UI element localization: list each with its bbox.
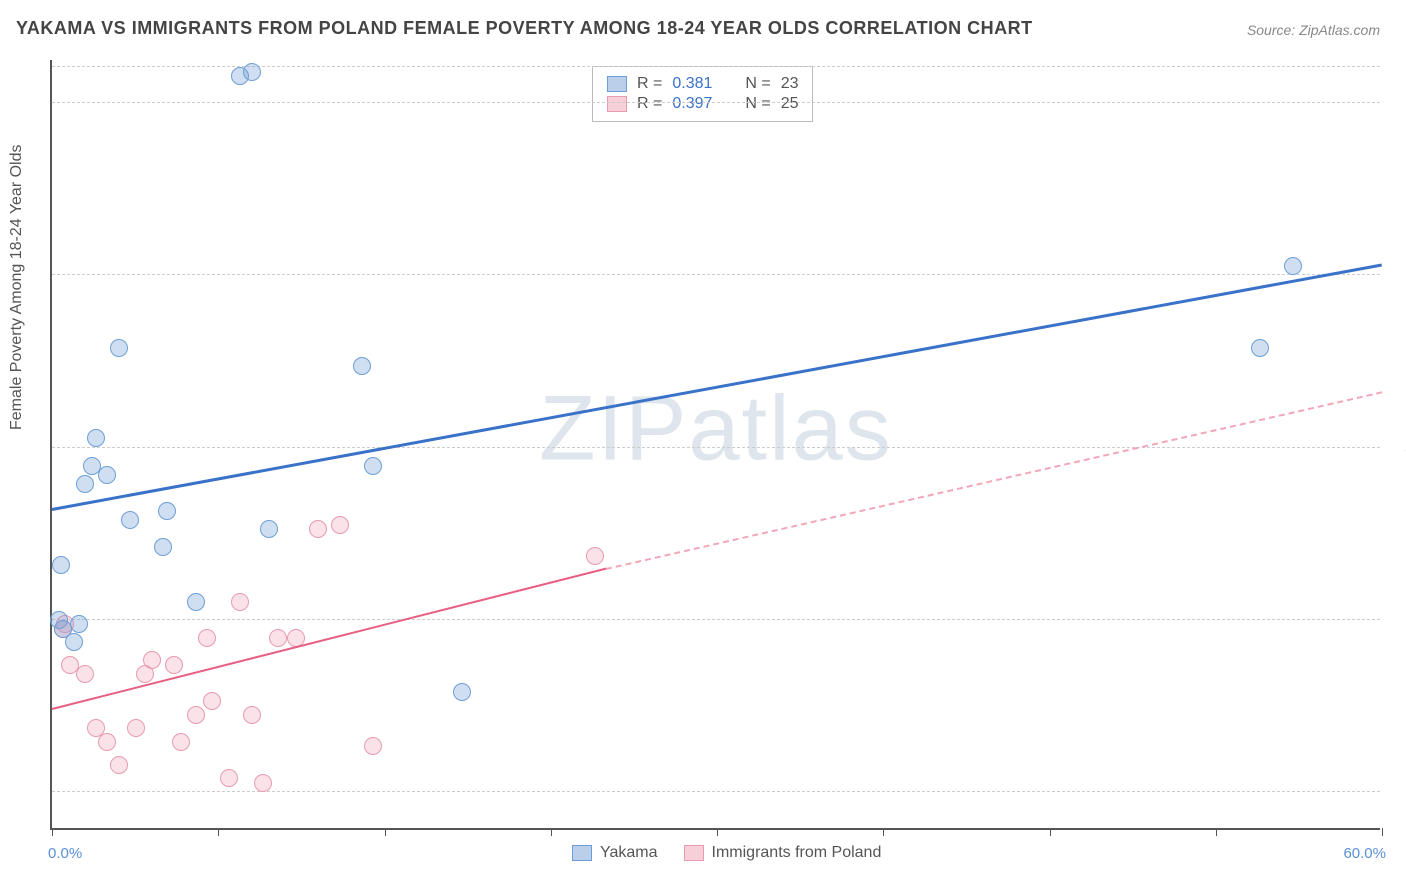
data-point-poland	[98, 733, 116, 751]
swatch-blue	[572, 845, 592, 861]
data-point-yakama	[76, 475, 94, 493]
data-point-poland	[331, 516, 349, 534]
x-tick	[551, 828, 552, 836]
data-point-yakama	[364, 457, 382, 475]
x-tick-label-max: 60.0%	[1343, 845, 1386, 862]
n-label: N =	[745, 95, 770, 113]
data-point-yakama	[52, 556, 70, 574]
data-point-yakama	[243, 63, 261, 81]
data-point-poland	[143, 651, 161, 669]
gridline	[52, 791, 1380, 792]
y-axis-label: Female Poverty Among 18-24 Year Olds	[8, 145, 26, 431]
gridline	[52, 274, 1380, 275]
plot-area: ZIPatlas R = 0.381 N = 23 R = 0.397 N = …	[50, 60, 1380, 830]
series-legend: Yakama Immigrants from Poland	[572, 844, 881, 862]
legend-item-yakama: Yakama	[572, 844, 658, 862]
n-value-yakama: 23	[781, 75, 799, 93]
x-tick	[218, 828, 219, 836]
data-point-yakama	[65, 633, 83, 651]
x-tick	[717, 828, 718, 836]
data-point-yakama	[121, 511, 139, 529]
data-point-poland	[364, 737, 382, 755]
legend-item-poland: Immigrants from Poland	[684, 844, 882, 862]
gridline	[52, 619, 1380, 620]
data-point-yakama	[98, 466, 116, 484]
data-point-poland	[172, 733, 190, 751]
data-point-poland	[203, 692, 221, 710]
data-point-yakama	[260, 520, 278, 538]
swatch-pink	[684, 845, 704, 861]
r-label: R =	[637, 95, 662, 113]
x-tick	[385, 828, 386, 836]
data-point-yakama	[1284, 257, 1302, 275]
data-point-yakama	[110, 339, 128, 357]
x-tick-label-min: 0.0%	[48, 845, 82, 862]
gridline	[52, 447, 1380, 448]
regression-line-yakama	[52, 263, 1383, 511]
x-tick	[883, 828, 884, 836]
data-point-poland	[76, 665, 94, 683]
data-point-poland	[165, 656, 183, 674]
legend-label-yakama: Yakama	[600, 844, 658, 862]
data-point-yakama	[87, 429, 105, 447]
stats-row-yakama: R = 0.381 N = 23	[607, 75, 798, 93]
regression-line-poland-extrapolated	[606, 391, 1382, 570]
stats-legend-box: R = 0.381 N = 23 R = 0.397 N = 25	[592, 66, 813, 122]
data-point-poland	[231, 593, 249, 611]
regression-line-poland	[52, 568, 607, 710]
swatch-pink	[607, 96, 627, 112]
x-tick	[1050, 828, 1051, 836]
gridline	[52, 102, 1380, 103]
watermark-text: ZIPatlas	[539, 376, 892, 481]
data-point-poland	[269, 629, 287, 647]
data-point-poland	[243, 706, 261, 724]
chart-title: YAKAMA VS IMMIGRANTS FROM POLAND FEMALE …	[16, 18, 1033, 39]
data-point-yakama	[453, 683, 471, 701]
data-point-poland	[220, 769, 238, 787]
data-point-poland	[586, 547, 604, 565]
source-label: Source: ZipAtlas.com	[1247, 22, 1380, 38]
data-point-poland	[254, 774, 272, 792]
data-point-yakama	[187, 593, 205, 611]
x-tick	[1216, 828, 1217, 836]
stats-row-poland: R = 0.397 N = 25	[607, 95, 798, 113]
data-point-yakama	[154, 538, 172, 556]
n-value-poland: 25	[781, 95, 799, 113]
n-label: N =	[745, 75, 770, 93]
swatch-blue	[607, 76, 627, 92]
r-value-yakama: 0.381	[672, 75, 727, 93]
x-tick	[1382, 828, 1383, 836]
data-point-yakama	[158, 502, 176, 520]
data-point-yakama	[1251, 339, 1269, 357]
r-label: R =	[637, 75, 662, 93]
legend-label-poland: Immigrants from Poland	[712, 844, 882, 862]
data-point-poland	[309, 520, 327, 538]
data-point-yakama	[70, 615, 88, 633]
data-point-poland	[198, 629, 216, 647]
data-point-poland	[127, 719, 145, 737]
data-point-yakama	[353, 357, 371, 375]
r-value-poland: 0.397	[672, 95, 727, 113]
data-point-poland	[187, 706, 205, 724]
data-point-poland	[110, 756, 128, 774]
x-tick	[52, 828, 53, 836]
